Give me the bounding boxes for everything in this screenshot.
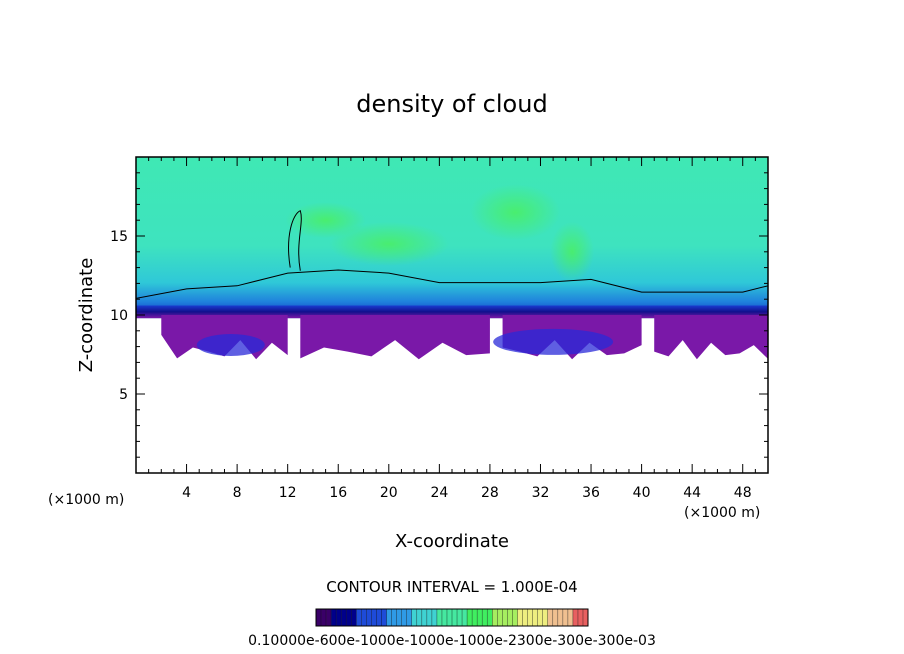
colorbar-swatch: [446, 609, 452, 626]
colorbar-swatch: [401, 609, 407, 626]
colorbar-swatch: [472, 609, 478, 626]
colorbar-swatch: [562, 609, 568, 626]
colorbar-swatch: [316, 609, 322, 626]
colorbar-swatch: [547, 609, 553, 626]
colorbar-swatch: [346, 609, 352, 626]
y-tick-label: 10: [110, 308, 128, 324]
colorbar-swatch: [396, 609, 402, 626]
colorbar-swatch: [426, 609, 432, 626]
y-axis-label: Z-coordinate: [76, 258, 97, 373]
colorbar-labels: 0.10000e-600e-1000e-1000e-1000e-2300e-30…: [248, 633, 656, 649]
colorbar-swatch: [577, 609, 583, 626]
plume-contour: [288, 210, 302, 271]
colorbar-swatch: [391, 609, 397, 626]
x-tick-label: 48: [734, 485, 752, 501]
colorbar-swatch: [497, 609, 503, 626]
contour-interval-label: CONTOUR INTERVAL = 1.000E-04: [326, 578, 577, 596]
lower-cloud-patch: [654, 315, 768, 360]
cloud-field: [136, 157, 768, 319]
colorbar-swatch: [431, 609, 437, 626]
x-tick-label: 4: [182, 485, 191, 501]
colorbar-swatch: [336, 609, 342, 626]
colorbar-swatch: [502, 609, 508, 626]
colorbar-swatch: [386, 609, 392, 626]
y-tick-label: 15: [110, 229, 128, 245]
x-tick-label: 28: [481, 485, 499, 501]
x-tick-label: 40: [633, 485, 651, 501]
x-tick-label: 44: [683, 485, 701, 501]
x-tick-label: 36: [582, 485, 600, 501]
z-unit-label: (×1000 m): [48, 492, 124, 508]
x-tick-label: 16: [329, 485, 347, 501]
colorbar-swatch: [552, 609, 558, 626]
x-axis-label: X-coordinate: [395, 531, 509, 552]
colorbar-swatch: [487, 609, 493, 626]
colorbar-swatch: [421, 609, 427, 626]
colorbar-swatch: [331, 609, 337, 626]
plot-area: [136, 157, 768, 360]
colorbar-swatch: [361, 609, 367, 626]
colorbar-swatch: [542, 609, 548, 626]
colorbar-frame: [315, 608, 589, 627]
swirl-highlight: [285, 202, 366, 239]
lower-cloud-patch: [300, 315, 490, 360]
cloud-core: [493, 328, 614, 355]
colorbar-swatch: [326, 609, 332, 626]
colorbar-swatch: [507, 609, 513, 626]
colorbar-swatch: [537, 609, 543, 626]
colorbar-swatch: [557, 609, 563, 626]
x-tick-label: 12: [279, 485, 297, 501]
cloud-core: [196, 334, 265, 357]
colorbar-swatch: [532, 609, 538, 626]
colorbar-swatch: [572, 609, 578, 626]
colorbar: [315, 609, 588, 626]
colorbar-swatch: [517, 609, 523, 626]
colorbar-swatch: [376, 609, 382, 626]
colorbar-swatch: [467, 609, 473, 626]
cloud-top-contour: [136, 269, 768, 299]
swirl-highlight: [470, 184, 561, 241]
colorbar-swatch: [321, 609, 327, 626]
colorbar-swatch: [341, 609, 347, 626]
colorbar-swatch: [477, 609, 483, 626]
colorbar-swatch: [436, 609, 442, 626]
colorbar-swatch: [406, 609, 412, 626]
swirl-highlight: [550, 221, 595, 282]
colorbar-swatch: [492, 609, 498, 626]
colorbar-swatch: [452, 609, 458, 626]
y-tick-label: 5: [119, 387, 128, 403]
colorbar-swatch: [582, 609, 588, 626]
colorbar-swatch: [462, 609, 468, 626]
colorbar-swatch: [411, 609, 417, 626]
swirl-highlight: [328, 221, 449, 266]
colorbar-swatch: [567, 609, 573, 626]
colorbar-swatch: [527, 609, 533, 626]
colorbar-swatch: [512, 609, 518, 626]
colorbar-swatch: [371, 609, 377, 626]
x-tick-label: 24: [430, 485, 448, 501]
colorbar-swatch: [522, 609, 528, 626]
colorbar-swatch: [356, 609, 362, 626]
colorbar-swatch: [351, 609, 357, 626]
colorbar-swatch: [381, 609, 387, 626]
x-tick-label: 32: [532, 485, 550, 501]
chart-title: density of cloud: [356, 90, 547, 118]
x-tick-label: 8: [233, 485, 242, 501]
colorbar-swatch: [457, 609, 463, 626]
colorbar-swatch: [482, 609, 488, 626]
colorbar-swatch: [416, 609, 422, 626]
x-tick-label: 20: [380, 485, 398, 501]
colorbar-swatch: [441, 609, 447, 626]
colorbar-swatch: [366, 609, 372, 626]
x-unit-label: (×1000 m): [684, 505, 760, 521]
